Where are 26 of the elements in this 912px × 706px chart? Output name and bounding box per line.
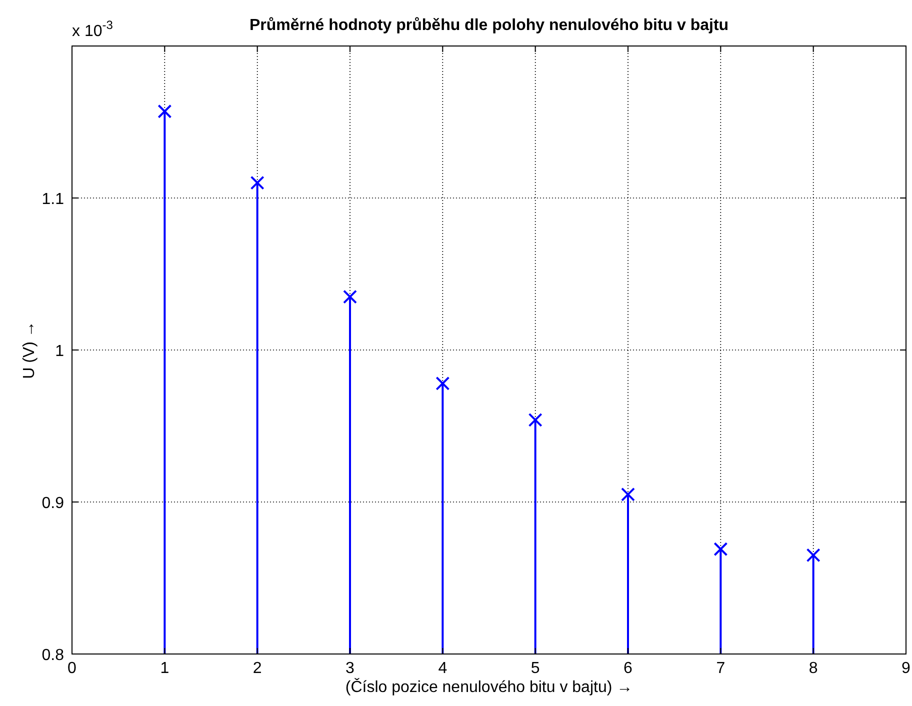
y-axis-title: U (V) → — [21, 321, 38, 379]
y-tick-label: 1 — [55, 343, 64, 360]
chart-title: Průměrné hodnoty průběhu dle polohy nenulového bitu v bajtu — [249, 17, 729, 34]
x-tick-label: 8 — [808, 660, 818, 677]
x-tick-label: 0 — [68, 660, 77, 677]
y-tick-label: 0.8 — [42, 647, 64, 664]
point — [621, 487, 635, 502]
point — [528, 412, 542, 427]
point — [714, 542, 728, 556]
x-tick-label: 9 — [902, 660, 911, 677]
point — [436, 376, 450, 390]
point — [250, 176, 264, 190]
x-tick-label: 5 — [530, 660, 540, 677]
x-tick-label: 3 — [346, 660, 355, 677]
point — [158, 104, 172, 118]
x-axis-title: (Číslo pozice nenulového bitu v bajtu) → — [345, 678, 633, 696]
x-tick-label: 2 — [252, 660, 262, 677]
x-tick-label: 4 — [438, 660, 448, 677]
x-tick-label: 7 — [716, 660, 726, 677]
x-tick-label: 1 — [160, 660, 170, 677]
point — [343, 290, 357, 304]
x-tick-label: 6 — [624, 660, 633, 677]
y-tick-label: 0.9 — [42, 495, 64, 512]
point — [806, 548, 820, 562]
text: x 10$^{-3}$ — [72, 18, 114, 40]
y-tick-label: 1.1 — [42, 191, 64, 208]
